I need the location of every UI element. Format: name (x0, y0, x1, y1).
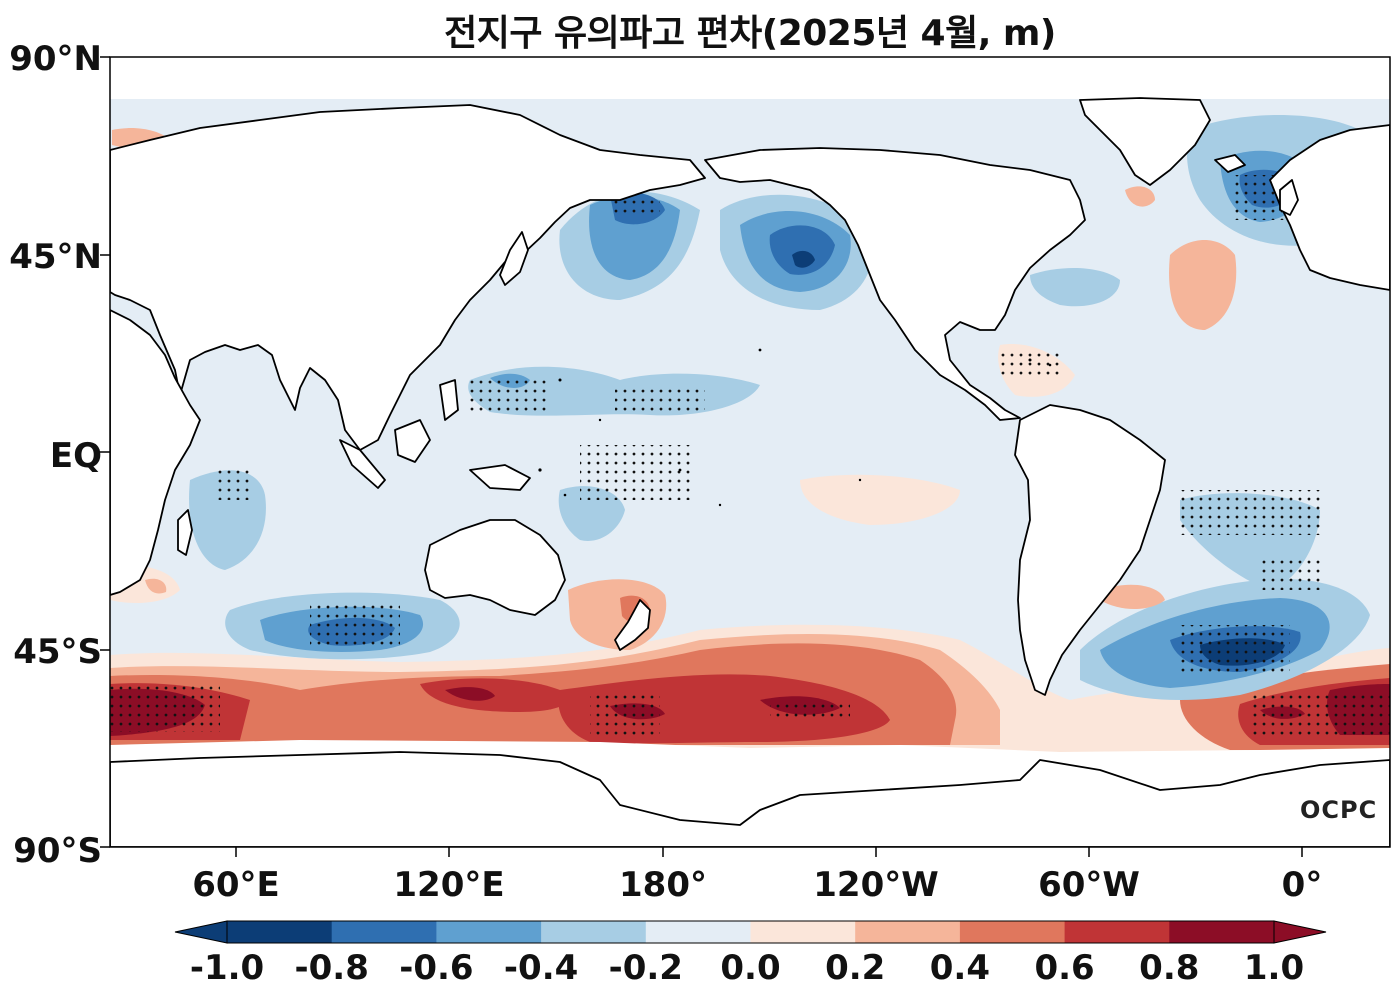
madagascar-land (177, 509, 193, 556)
lat-label-45s: 45°S (13, 632, 102, 672)
antarctica-land (110, 751, 1390, 847)
lon-label-120e: 120°E (393, 865, 505, 905)
significance-stippling (110, 175, 1390, 735)
map-title: 전지구 유의파고 편차(2025년 4월, m) (444, 13, 1056, 54)
colorbar-tick-label: -0.8 (294, 948, 369, 988)
lat-label-90n: 90°N (9, 39, 102, 79)
colorbar-segment (959, 921, 1066, 943)
colorbar-frame (226, 920, 1275, 944)
colorbar-tick-label: 0.8 (1139, 948, 1200, 988)
colorbar-segment (855, 921, 961, 943)
greenland-land (1079, 97, 1211, 186)
colorbar-tick-label: 0.4 (929, 948, 991, 988)
land-masses (110, 97, 1390, 847)
lon-label-0: 0° (1281, 865, 1323, 905)
lat-label-eq: EQ (49, 436, 102, 476)
new-guinea-land (469, 464, 531, 491)
colorbar-segment (750, 921, 856, 943)
north-america-land (704, 147, 1086, 421)
colorbar-segment (436, 921, 542, 943)
colorbar-tick-label: -1.0 (189, 948, 265, 988)
lat-label-45n: 45°N (9, 237, 102, 277)
colorbar-tick-label: -0.6 (399, 948, 474, 988)
africa-land (110, 309, 201, 596)
colorbar-extend-low (174, 920, 228, 944)
lon-label-60w: 60°W (1038, 865, 1140, 905)
ocpc-logo: OCPC (1300, 796, 1378, 824)
colorbar-segment (1169, 921, 1275, 943)
philippines-land (439, 379, 459, 421)
colorbar (174, 920, 1327, 944)
arctic-mask (110, 57, 1390, 99)
south-america-land (1014, 404, 1166, 696)
australia-land (424, 519, 566, 616)
colorbar-extend-high (1273, 920, 1327, 944)
island-dots (538, 348, 1052, 507)
lon-label-180: 180° (619, 865, 707, 905)
colorbar-tick-label: 1.0 (1243, 948, 1305, 988)
axis-ticks (100, 56, 1303, 857)
colorbar-tick-label: 0.0 (720, 948, 781, 988)
borneo-land (394, 419, 431, 463)
new-zealand-land (614, 599, 651, 651)
colorbar-segment (645, 921, 751, 943)
colorbar-segment (227, 921, 333, 943)
iceland-land (1214, 154, 1246, 173)
colorbar-segment (1064, 921, 1170, 943)
sumatra-land (339, 439, 386, 489)
british-isles-land (1279, 179, 1299, 216)
colorbar-tick-label: -0.4 (503, 948, 579, 988)
colorbar-tick-label: 0.6 (1034, 948, 1095, 988)
lon-label-120w: 120°W (813, 865, 939, 905)
lon-label-60e: 60°E (192, 865, 280, 905)
colorbar-tick-label: 0.2 (825, 948, 886, 988)
eurasia-africa-land (110, 104, 706, 451)
colorbar-segment (331, 921, 437, 943)
europe-land (1269, 124, 1390, 291)
lat-label-90s: 90°S (13, 831, 102, 871)
colorbar-segment (541, 921, 647, 943)
japan-land (499, 231, 529, 286)
colorbar-tick-label: -0.2 (608, 948, 683, 988)
